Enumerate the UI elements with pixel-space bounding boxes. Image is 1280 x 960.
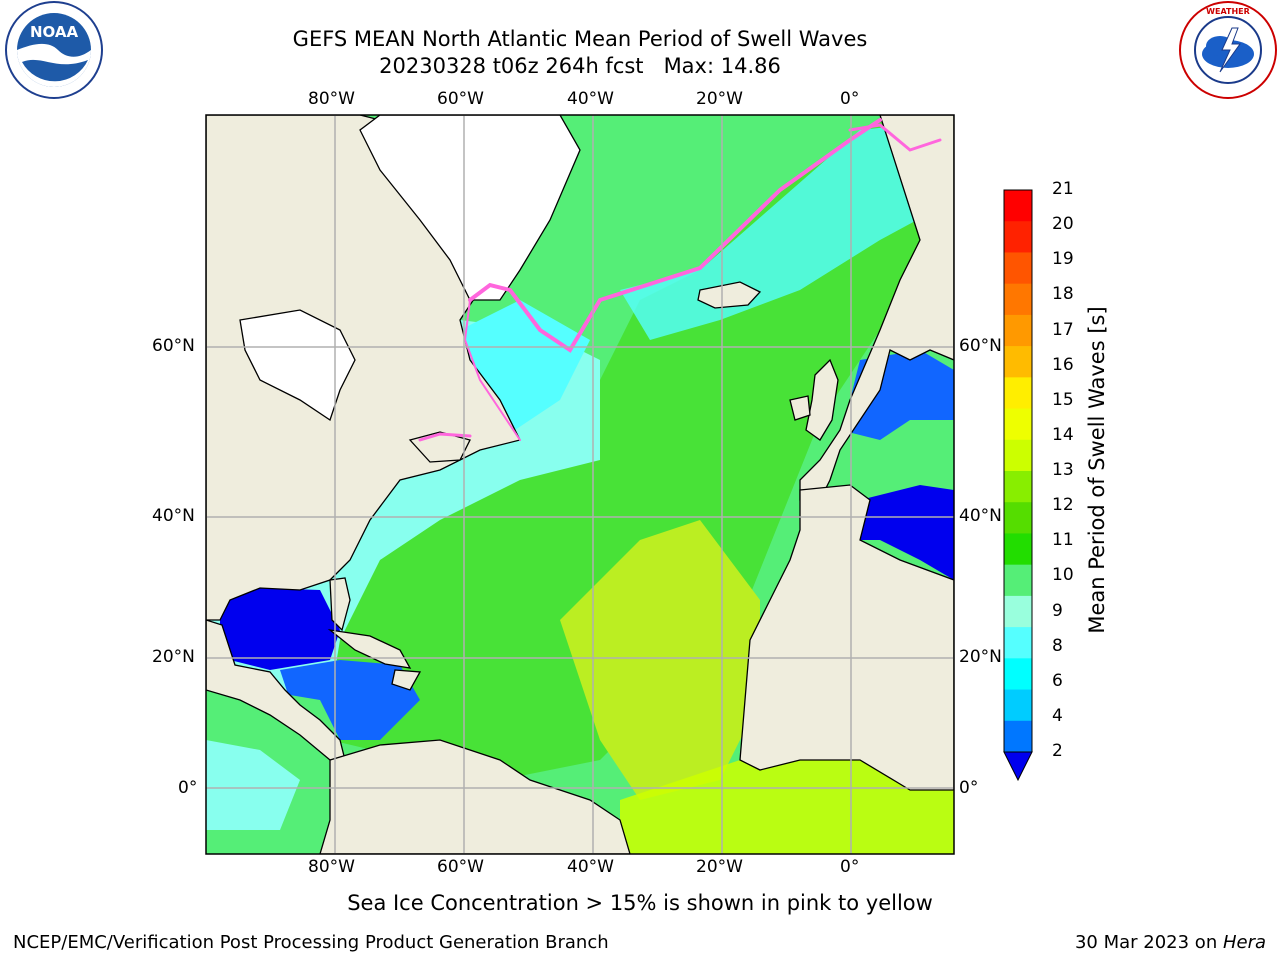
lon-label-bottom-60w: 60°W (437, 857, 484, 877)
lat-label-right-20n: 20°N (959, 647, 1002, 667)
chart-title: GEFS MEAN North Atlantic Mean Period of … (292, 27, 868, 51)
hispaniola (391, 669, 422, 691)
colorbar-tick-label: 11 (1052, 530, 1074, 551)
colorbar-tick-label: 2 (1052, 741, 1063, 761)
colorbar-swatch (1004, 689, 1032, 722)
colorbar-tick-label: 12 (1052, 495, 1074, 516)
colorbar-swatch (1004, 533, 1032, 566)
lon-label-bottom-40w: 40°W (567, 857, 614, 877)
chart-subtitle: 20230328 t06z 264h fcst Max: 14.86 (379, 54, 781, 78)
colorbar-swatch (1004, 346, 1032, 378)
noaa-logo-icon: NOAA (5, 1, 103, 99)
colorbar-tick-label: 21 (1052, 179, 1074, 199)
lat-label-right-40n: 40°N (959, 506, 1002, 526)
land-layer (206, 115, 954, 854)
lon-label-top-80w: 80°W (308, 89, 355, 109)
colorbar-tick-label: 18 (1052, 284, 1074, 305)
colorbar-swatch (1004, 221, 1032, 253)
colorbar-tick-label: 19 (1052, 249, 1074, 270)
sea-ice-edge (418, 118, 942, 442)
period-zone-12-14 (560, 520, 760, 800)
colorbar-swatch (1004, 314, 1032, 347)
iceland (697, 281, 762, 309)
colorbar-tick-label: 6 (1052, 670, 1063, 691)
colorbar (1003, 189, 1033, 782)
sea-ice-note: Sea Ice Concentration > 15% is shown in … (347, 891, 933, 915)
colorbar-swatch (1004, 595, 1032, 628)
colorbar-tick-label: 16 (1052, 354, 1074, 375)
colorbar-swatch (1004, 502, 1032, 534)
lon-label-top-40w: 40°W (567, 89, 614, 109)
colorbar-swatches (1004, 190, 1032, 753)
map-frame (205, 114, 955, 855)
colorbar-tick-label: 9 (1052, 600, 1063, 621)
gulf-of-mexico-low (220, 588, 340, 670)
lon-label-bottom-20w: 20°W (696, 857, 743, 877)
colorbar-swatch (1004, 190, 1032, 222)
lon-label-bottom-80w: 80°W (308, 857, 355, 877)
colorbar-label: Mean Period of Swell Waves [s] (1085, 306, 1109, 634)
great-britain (805, 358, 839, 441)
colorbar-tick-label: 13 (1052, 460, 1074, 480)
colorbar-swatch (1004, 720, 1032, 753)
lon-label-top-20w: 20°W (696, 89, 743, 109)
central-america (206, 619, 346, 761)
footer-date: 30 Mar 2023 on (1074, 932, 1223, 953)
footer-host: Hera (1222, 932, 1266, 953)
colorbar-swatch (1004, 658, 1032, 691)
colorbar-swatch (1004, 377, 1032, 410)
lon-label-bottom-0: 0° (840, 857, 860, 877)
period-zone-norwegian (620, 120, 954, 340)
pacific-corner-cool (206, 740, 300, 830)
greenland (359, 115, 581, 301)
ireland (789, 395, 811, 421)
colorbar-swatch (1004, 252, 1032, 285)
colorbar-tick-label: 4 (1052, 705, 1063, 726)
lat-label-left-40n: 40°N (152, 506, 195, 526)
colorbar-swatch (1004, 564, 1032, 597)
colorbar-tick-label: 10 (1052, 565, 1074, 586)
colorbar-tick-label: 17 (1052, 319, 1074, 340)
lat-label-right-0: 0° (959, 778, 979, 798)
colorbar-tick-label: 8 (1052, 635, 1063, 656)
colorbar-extend-arrow (1003, 751, 1033, 782)
colorbar-swatch (1004, 439, 1032, 472)
lat-label-left-60n: 60°N (152, 336, 195, 356)
nws-logo-icon: WEATHER (1179, 1, 1277, 99)
graticule (206, 115, 954, 854)
colorbar-tick-label: 20 (1052, 214, 1074, 235)
colorbar-swatch (1004, 408, 1032, 441)
colorbar-tick-label: 15 (1052, 389, 1074, 410)
footer-right: 30 Mar 2023 on Hera (1075, 932, 1266, 953)
lon-label-top-60w: 60°W (437, 89, 484, 109)
lon-label-top-0: 0° (840, 89, 860, 109)
mediterranean-low (850, 485, 954, 580)
colorbar-frame (1003, 189, 1033, 753)
period-zone-equatorial (620, 760, 954, 854)
colorbar-swatch (1004, 471, 1032, 503)
colorbar-swatch (1004, 627, 1032, 659)
lat-label-left-0: 0° (178, 778, 198, 798)
south-america (319, 739, 631, 854)
colorbar-tick-label: 14 (1052, 424, 1074, 445)
footer-left: NCEP/EMC/Verification Post Processing Pr… (13, 932, 609, 953)
svg-text:WEATHER: WEATHER (1206, 7, 1250, 16)
lat-label-left-20n: 20°N (152, 647, 195, 667)
africa (739, 484, 954, 791)
colorbar-swatch (1004, 283, 1032, 316)
lat-label-right-60n: 60°N (959, 336, 1002, 356)
svg-text:NOAA: NOAA (30, 23, 79, 41)
